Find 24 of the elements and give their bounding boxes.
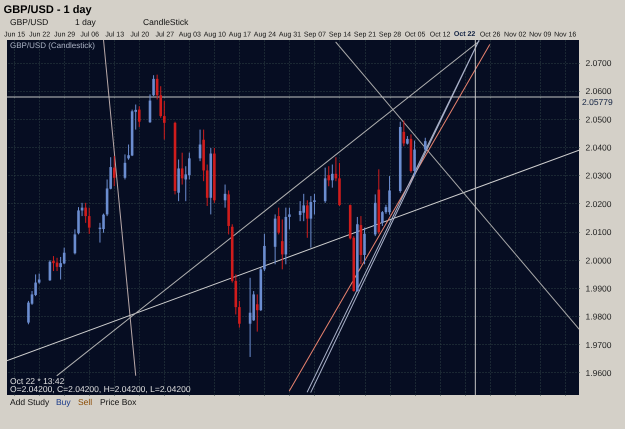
- text: 1 day: [75, 17, 97, 27]
- y-tick-label: 2.0200: [586, 198, 612, 209]
- y-tick-label: 2.0600: [586, 86, 612, 96]
- ref-line-label: 2.05779: [582, 96, 613, 107]
- y-tick-label: 1.9600: [586, 368, 612, 378]
- text: Add Study: [10, 397, 50, 407]
- y-tick-label: 2.0700: [586, 58, 612, 68]
- y-tick-label: 1.9900: [586, 283, 612, 294]
- chart-title: GBP/USD - 1 day: [4, 4, 93, 16]
- y-tick-label: 2.0500: [586, 114, 612, 124]
- text: CandleStick: [143, 17, 190, 27]
- y-tick-label: 2.0000: [586, 255, 612, 266]
- y-tick-label: 2.0100: [586, 227, 612, 238]
- text: Price Box: [100, 397, 138, 407]
- text: GBP/USD: [10, 17, 48, 27]
- y-tick-label: 1.9700: [586, 340, 612, 350]
- y-tick-label: 2.0300: [586, 170, 612, 181]
- chart-subtitle: GBP/USD (Candlestick): [10, 41, 96, 50]
- y-tick-label: 1.9800: [586, 312, 612, 322]
- text: Buy: [56, 397, 72, 407]
- text: Sell: [78, 397, 92, 407]
- annotation: Oct 22 * 13:42: [10, 376, 65, 386]
- y-tick-label: 2.0400: [586, 142, 612, 153]
- annotation: O=2.04200, C=2.04200, H=2.04200, L=2.04200: [10, 384, 191, 394]
